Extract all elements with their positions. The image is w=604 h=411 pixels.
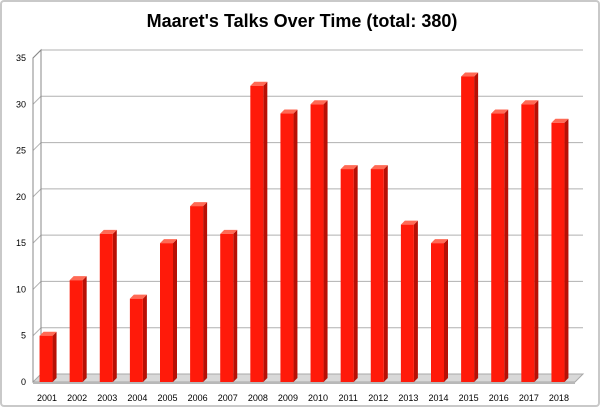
y-tick-label: 25 [16,146,26,156]
x-tick-label: 2015 [459,393,479,403]
x-tick-label: 2005 [157,393,177,403]
y-tick-label: 0 [21,377,26,387]
gridline [32,49,583,59]
bar [521,100,539,383]
bar [551,118,569,383]
x-tick-label: 2006 [188,393,208,403]
bar [310,100,328,383]
x-tick-label: 2009 [278,393,298,403]
bar [340,165,358,382]
x-tick-label: 2017 [519,393,539,403]
x-tick-label: 2007 [218,393,238,403]
bar [370,165,388,382]
bar [431,239,448,382]
y-tick-label: 20 [16,192,26,202]
x-tick-label: 2003 [97,393,117,403]
x-tick-label: 2004 [127,393,147,403]
bar [69,276,87,382]
bar [280,109,298,383]
x-tick-label: 2016 [489,393,509,403]
x-tick-label: 2010 [308,393,328,403]
y-tick-label: 5 [21,331,26,341]
axes [32,48,42,382]
x-tick-label: 2002 [67,393,87,403]
x-tick-label: 2012 [368,393,388,403]
x-tick-label: 2011 [338,393,357,403]
bar [220,229,238,382]
bar [129,294,147,382]
y-axis-line [32,48,42,382]
bar [400,220,418,382]
floor-edge [33,382,575,384]
x-tick-label: 2008 [248,393,268,403]
y-tick-label: 10 [16,284,26,294]
y-tick-label: 30 [16,99,26,109]
y-tick-labels: 0 5 10 15 20 25 30 35 [16,53,26,387]
gridline [32,95,583,105]
x-tick-label: 2001 [37,393,57,403]
x-tick-label: 2014 [428,393,448,403]
bar [39,331,57,382]
y-tick-label: 35 [16,53,26,63]
bar [461,72,479,382]
x-tick-label: 2013 [398,393,418,403]
x-tick-labels: 2001 2002 2003 2004 2005 2006 2007 2008 2009 2010… [37,393,569,403]
chart-title: Maaret's Talks Over Time (total: 380) [146,11,458,31]
bar [160,239,177,382]
y-tick-label: 15 [16,238,26,248]
x-tick-label: 2018 [549,393,569,403]
bars [39,72,569,383]
bar [99,229,117,382]
bar [491,109,509,383]
bar [190,202,208,382]
bar [250,81,268,383]
